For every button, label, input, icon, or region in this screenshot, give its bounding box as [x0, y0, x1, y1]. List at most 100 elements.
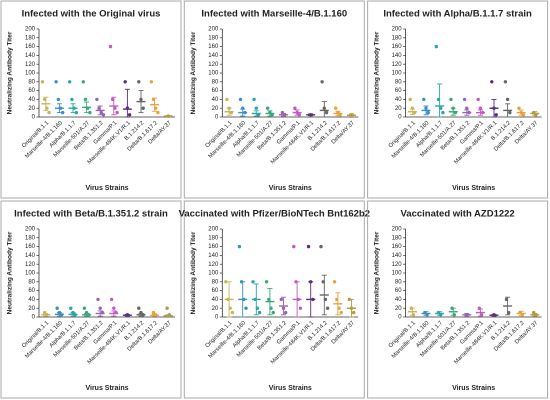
x-axis-label: Virus Strains	[452, 385, 495, 392]
y-tick-label: 120	[25, 62, 36, 68]
data-point	[101, 113, 106, 117]
x-axis-label: Virus Strains	[452, 185, 495, 192]
x-axis-label: Virus Strains	[269, 385, 312, 392]
y-tick-label: 140	[208, 253, 219, 259]
data-point	[237, 244, 242, 249]
y-tick-label: 200	[208, 227, 219, 233]
y-tick-label: 40	[212, 97, 219, 103]
data-point	[88, 110, 92, 115]
data-point	[68, 80, 72, 84]
data-point	[306, 244, 311, 249]
data-point	[55, 306, 59, 310]
y-tick-label: 200	[25, 227, 36, 233]
y-tick-label: 160	[208, 44, 219, 50]
y-tick-label: 160	[392, 44, 403, 50]
y-tick-label: 120	[25, 262, 36, 268]
y-tick-label: 140	[208, 53, 219, 59]
y-tick-label: 0	[215, 315, 219, 321]
data-point	[266, 106, 270, 110]
data-point	[82, 306, 87, 310]
data-point	[324, 110, 329, 115]
y-tick-label: 100	[25, 71, 36, 77]
data-point	[264, 280, 269, 284]
y-tick-label: 180	[25, 35, 36, 41]
data-point	[325, 306, 330, 310]
data-point	[320, 80, 324, 84]
panel-border	[367, 200, 549, 399]
y-tick-label: 60	[28, 288, 35, 294]
data-point	[137, 80, 141, 84]
data-point	[334, 106, 338, 110]
data-point	[70, 97, 74, 102]
data-point	[254, 106, 258, 110]
y-tick-label: 80	[28, 279, 35, 285]
y-tick-label: 20	[212, 106, 219, 112]
y-tick-label: 40	[395, 97, 402, 103]
data-point	[319, 244, 323, 249]
data-point	[95, 97, 99, 102]
data-point	[449, 97, 453, 102]
data-point	[476, 97, 480, 102]
data-point	[490, 80, 494, 84]
data-point	[98, 306, 102, 310]
panel-title: Infected with the Original virus	[22, 9, 161, 20]
data-point	[108, 44, 113, 49]
x-axis-label: Virus Strains	[269, 185, 312, 192]
data-point	[505, 97, 510, 102]
y-tick-label: 180	[392, 235, 403, 241]
y-axis-label: Neutralizing Antibody Titer	[373, 231, 380, 314]
y-tick-label: 100	[25, 271, 36, 277]
panel-border	[367, 0, 549, 199]
data-point	[271, 310, 275, 315]
y-tick-label: 200	[208, 27, 219, 33]
y-tick-label: 160	[208, 244, 219, 250]
data-point	[81, 80, 86, 84]
y-tick-label: 120	[208, 62, 219, 68]
data-point	[123, 80, 127, 84]
y-tick-label: 20	[212, 306, 219, 312]
y-tick-label: 40	[28, 97, 35, 103]
y-tick-label: 80	[212, 279, 219, 285]
data-point	[434, 44, 438, 49]
y-tick-label: 20	[28, 306, 35, 312]
panel-title: Infected with Alpha/B.1.1.7 strain	[383, 9, 532, 20]
panel-title: Infected with Marseille-4/B.1.160	[201, 9, 347, 20]
x-axis-label: Virus Strains	[85, 385, 128, 392]
data-point	[83, 97, 88, 102]
data-point	[332, 280, 337, 284]
y-tick-label: 40	[212, 297, 219, 303]
data-point	[230, 310, 235, 315]
y-tick-label: 160	[25, 44, 36, 50]
y-tick-label: 40	[395, 297, 402, 303]
y-tick-label: 180	[25, 235, 36, 241]
y-tick-label: 20	[395, 306, 402, 312]
data-point	[165, 306, 169, 310]
data-point	[112, 306, 116, 310]
panel-border	[0, 0, 182, 199]
data-point	[293, 106, 297, 110]
data-point	[238, 97, 243, 102]
data-point	[109, 297, 114, 302]
y-tick-label: 100	[392, 271, 403, 277]
data-point	[279, 297, 283, 302]
y-tick-label: 180	[392, 35, 403, 41]
data-point	[352, 310, 356, 315]
y-tick-label: 80	[212, 79, 219, 85]
data-point	[503, 80, 508, 84]
y-tick-label: 140	[392, 253, 403, 259]
data-point	[298, 306, 303, 310]
y-axis-label: Neutralizing Antibody Titer	[373, 31, 380, 114]
y-tick-label: 0	[32, 115, 36, 121]
panel-title: Infected with Beta/B.1.351.2 strain	[14, 209, 168, 220]
y-tick-label: 40	[28, 297, 35, 303]
panel-border	[183, 0, 365, 199]
data-point	[137, 306, 141, 310]
data-point	[292, 244, 296, 249]
data-point	[151, 310, 156, 315]
y-tick-label: 160	[392, 244, 403, 250]
y-axis-label: Neutralizing Antibody Titer	[190, 31, 197, 114]
y-tick-label: 140	[25, 253, 36, 259]
data-point	[422, 97, 426, 102]
data-point	[115, 110, 119, 115]
